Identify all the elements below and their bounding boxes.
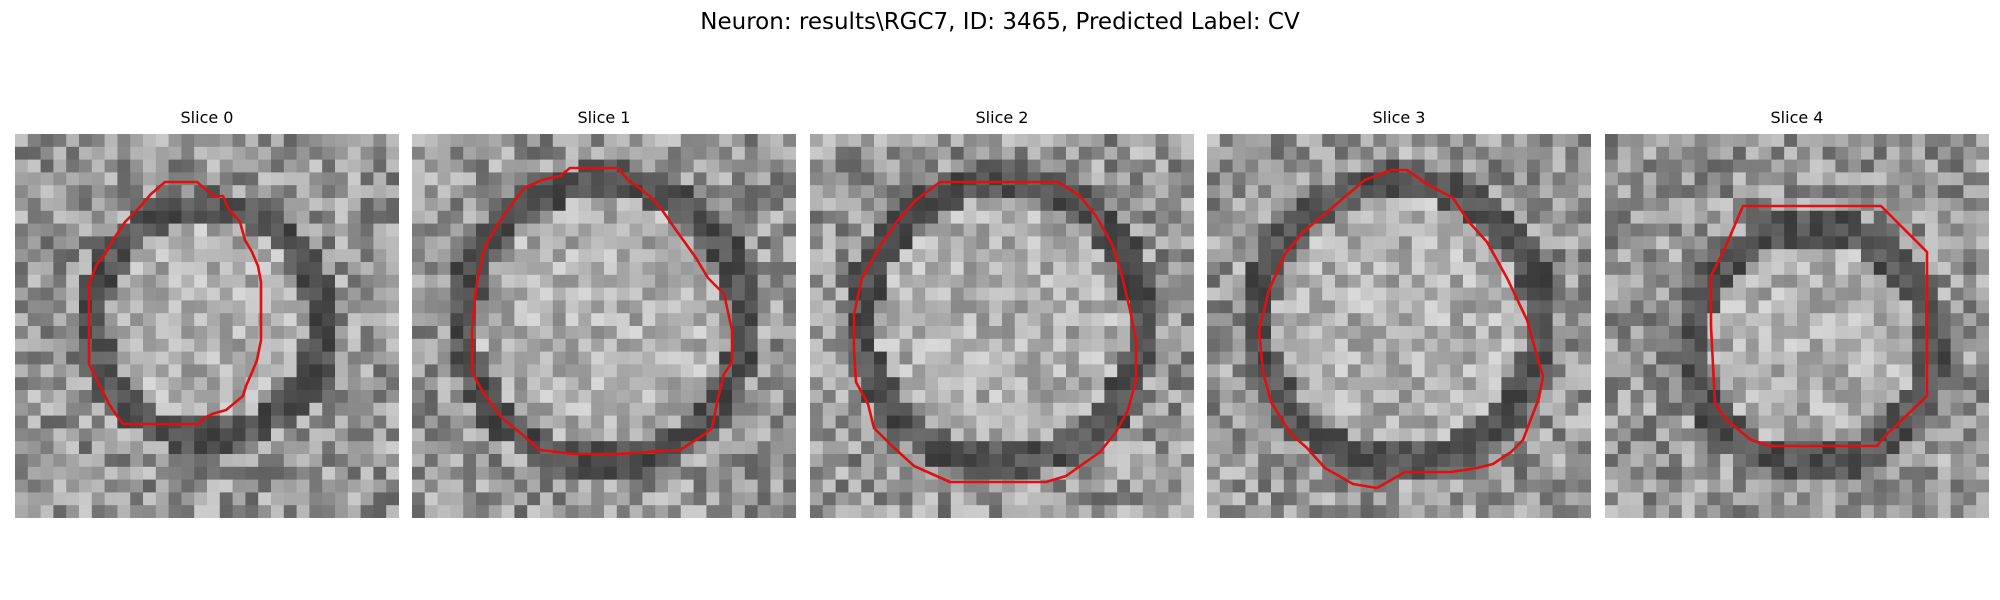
cell-contour-4	[1709, 204, 1929, 448]
slice-title-3: Slice 3	[1372, 108, 1426, 127]
cell-contour-2	[852, 180, 1138, 484]
cell-contour-1	[470, 166, 734, 456]
pixel-grid-0	[15, 134, 399, 518]
slice-title-2: Slice 2	[975, 108, 1029, 127]
slice-panel-3: Slice 3	[1207, 108, 1591, 522]
slice-image-0	[15, 134, 399, 518]
pixel-grid-1	[412, 134, 796, 518]
slice-panel-1: Slice 1	[412, 108, 796, 522]
slice-image-2	[810, 134, 1194, 518]
slice-title-0: Slice 0	[180, 108, 234, 127]
pixel-grid-4	[1605, 134, 1989, 518]
cell-contour-0	[87, 180, 263, 426]
cell-contour-3	[1257, 168, 1545, 490]
slice-title-4: Slice 4	[1770, 108, 1824, 127]
pixel-grid-2	[810, 134, 1194, 518]
pixel-grid-3	[1207, 134, 1591, 518]
slice-panel-0: Slice 0	[15, 108, 399, 522]
slice-image-3	[1207, 134, 1591, 518]
slice-panel-4: Slice 4	[1605, 108, 1989, 522]
slice-image-4	[1605, 134, 1989, 518]
figure-title: Neuron: results\RGC7, ID: 3465, Predicte…	[700, 9, 1300, 35]
slice-title-1: Slice 1	[577, 108, 631, 127]
slice-image-1	[412, 134, 796, 518]
slice-panel-2: Slice 2	[810, 108, 1194, 522]
